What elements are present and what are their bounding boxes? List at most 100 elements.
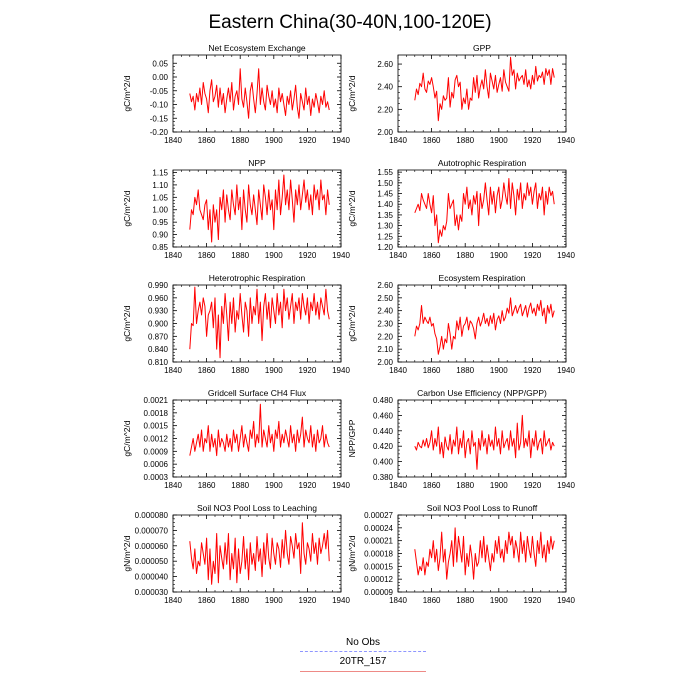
x-tick-label: 1920 [299, 481, 317, 490]
x-tick-label: 1860 [198, 136, 216, 145]
y-axis-label: gN/m^2/d [347, 535, 357, 571]
x-tick-label: 1940 [557, 251, 575, 260]
panel-title: Carbon Use Efficiency (NPP/GPP) [417, 388, 547, 398]
y-tick-label: -0.15 [150, 114, 169, 123]
x-tick-label: 1940 [332, 481, 350, 490]
y-tick-label: 0.440 [373, 427, 394, 436]
y-tick-label: 0.380 [373, 473, 394, 482]
y-axis-label: gC/m^2/d [122, 75, 132, 111]
x-tick-label: 1880 [456, 136, 474, 145]
x-tick-label: 1940 [332, 596, 350, 605]
y-tick-label: 2.10 [377, 345, 393, 354]
y-tick-label: 0.420 [373, 442, 394, 451]
x-tick-label: 1920 [524, 251, 542, 260]
y-tick-label: 0.00024 [364, 524, 393, 533]
y-tick-label: 2.40 [377, 307, 393, 316]
y-tick-label: 0.00 [152, 73, 168, 82]
y-tick-label: 0.870 [148, 332, 169, 341]
y-tick-label: 0.0012 [144, 435, 169, 444]
y-axis-label: gC/m^2/d [122, 305, 132, 341]
y-tick-label: 2.20 [377, 332, 393, 341]
series-line-20tr-157 [414, 527, 555, 580]
series-line-20tr-157 [414, 56, 555, 122]
x-tick-label: 1840 [389, 596, 407, 605]
y-tick-label: 0.000080 [135, 511, 169, 520]
panel-autotrophic-respiration: Autotrophic Respiration gC/m^2/d 1840 1860 1… [347, 158, 575, 260]
y-tick-label: 0.000070 [135, 526, 169, 535]
series-line-20tr-157 [189, 68, 330, 119]
y-tick-label: 0.460 [373, 411, 394, 420]
x-tick-label: 1920 [524, 136, 542, 145]
y-tick-label: 1.35 [377, 211, 393, 220]
y-axis-label: gN/m^2/d [122, 535, 132, 571]
x-tick-label: 1840 [389, 251, 407, 260]
y-tick-label: 2.00 [377, 128, 393, 137]
x-tick-label: 1840 [389, 481, 407, 490]
series-line-20tr-157 [189, 286, 330, 359]
y-axis-label: gC/m^2/d [347, 305, 357, 341]
y-tick-label: 0.400 [373, 458, 394, 467]
x-tick-label: 1840 [164, 366, 182, 375]
x-tick-label: 1900 [490, 366, 508, 375]
series-line-20tr-157 [189, 174, 330, 243]
panel-ecosystem-respiration: Ecosystem Respiration gC/m^2/d 1840 1860 188… [347, 273, 575, 375]
panel-heterotrophic-respiration: Heterotrophic Respiration gC/m^2/d 1840 186… [122, 273, 350, 375]
y-tick-label: 0.000040 [135, 573, 169, 582]
y-tick-label: 2.60 [377, 60, 393, 69]
y-tick-label: 1.45 [377, 190, 393, 199]
y-tick-label: 0.810 [148, 358, 169, 367]
x-tick-label: 1900 [490, 481, 508, 490]
y-tick-label: 0.960 [148, 294, 169, 303]
plot-frame [172, 399, 342, 478]
panel-net-ecosystem-exchange: Net Ecosystem Exchange gC/m^2/d 1840 1860 18… [122, 43, 350, 145]
x-tick-label: 1920 [299, 136, 317, 145]
y-tick-label: 1.15 [152, 168, 168, 177]
x-tick-label: 1880 [456, 251, 474, 260]
x-tick-label: 1900 [265, 596, 283, 605]
x-tick-label: 1860 [198, 481, 216, 490]
x-tick-label: 1940 [332, 366, 350, 375]
x-tick-label: 1900 [490, 136, 508, 145]
x-tick-label: 1880 [456, 481, 474, 490]
y-tick-label: 0.05 [152, 59, 168, 68]
x-tick-label: 1880 [456, 366, 474, 375]
x-tick-label: 1840 [164, 136, 182, 145]
x-tick-label: 1840 [164, 481, 182, 490]
x-tick-label: 1940 [332, 251, 350, 260]
panel-grid: Net Ecosystem Exchange gC/m^2/d 1840 1860 18… [122, 43, 575, 605]
y-tick-label: 1.20 [377, 243, 393, 252]
x-tick-label: 1860 [423, 251, 441, 260]
y-tick-label: 0.0003 [144, 473, 169, 482]
x-tick-label: 1840 [389, 366, 407, 375]
panel-soil-no3-pool-loss-to-leaching: Soil NO3 Pool Loss to Leaching gN/m^2/d 18… [122, 503, 350, 605]
panel-title: Net Ecosystem Exchange [208, 43, 306, 53]
panel-gridcell-surface-ch4-flux: Gridcell Surface CH4 Flux gC/m^2/d 1840 186… [122, 388, 350, 490]
x-tick-label: 1840 [164, 596, 182, 605]
x-tick-label: 1940 [332, 136, 350, 145]
y-tick-label: 0.00027 [364, 511, 393, 520]
y-tick-label: 0.00018 [364, 550, 393, 559]
x-tick-label: 1920 [524, 481, 542, 490]
y-tick-label: 0.840 [148, 345, 169, 354]
y-tick-label: 1.25 [377, 232, 393, 241]
panel-npp: NPP gC/m^2/d 1840 1860 1880 1900 1920 1940 0.85 0… [122, 158, 350, 260]
y-tick-label: 0.0015 [144, 422, 169, 431]
y-axis-label: gC/m^2/d [122, 190, 132, 226]
x-tick-label: 1920 [299, 366, 317, 375]
legend-label-no-obs: No Obs [346, 637, 380, 648]
x-tick-label: 1880 [231, 481, 249, 490]
y-tick-label: 0.480 [373, 396, 394, 405]
y-tick-label: 1.50 [377, 179, 393, 188]
panel-title: Ecosystem Respiration [439, 273, 526, 283]
x-tick-label: 1880 [231, 136, 249, 145]
x-tick-label: 1840 [164, 251, 182, 260]
y-tick-label: 0.000050 [135, 557, 169, 566]
panel-title: GPP [473, 43, 491, 53]
y-tick-label: 0.900 [148, 320, 169, 329]
x-tick-label: 1900 [490, 596, 508, 605]
y-tick-label: 2.50 [377, 294, 393, 303]
page-title: Eastern China(30-40N,100-120E) [208, 12, 491, 33]
legend-line-20tr-157 [300, 671, 426, 672]
y-tick-label: 2.00 [377, 358, 393, 367]
series-line-20tr-157 [189, 522, 330, 585]
